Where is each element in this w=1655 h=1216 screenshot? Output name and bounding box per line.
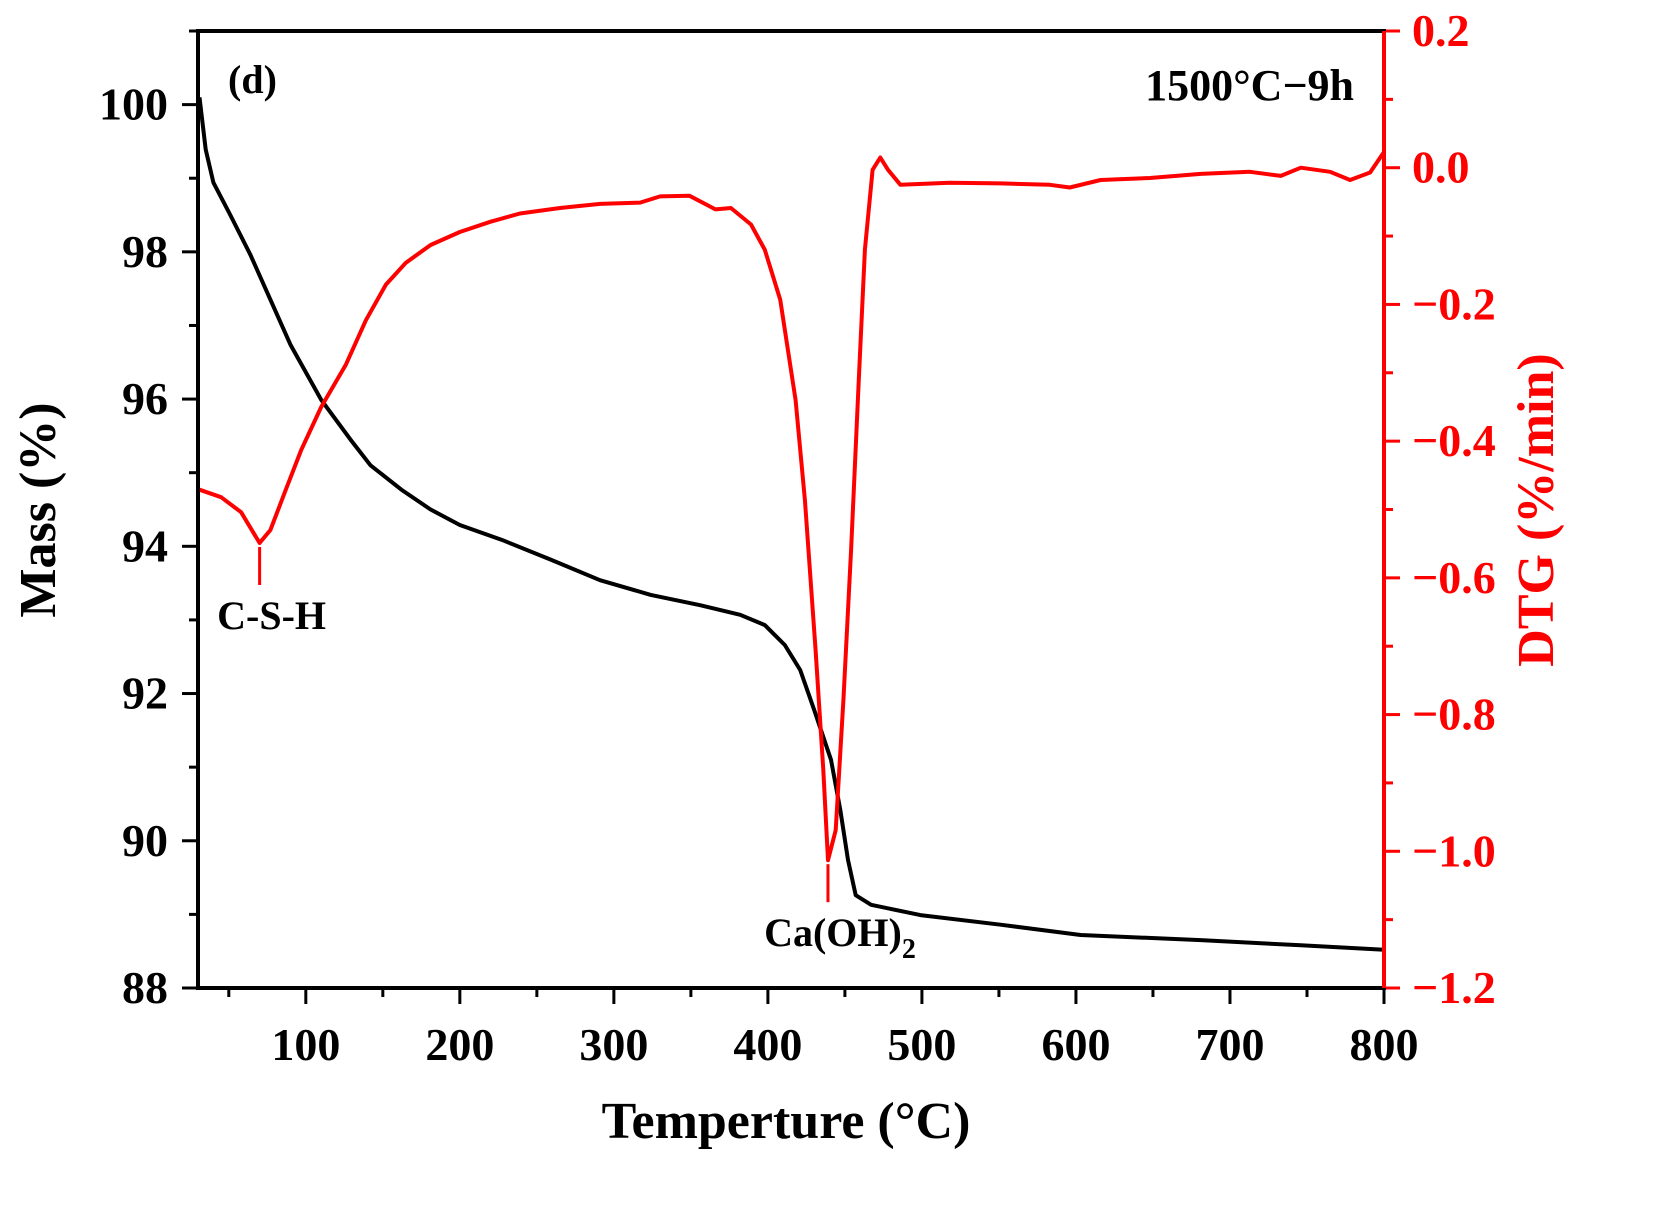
y-right-tick-label: −1.2 [1412,962,1496,1013]
annotation-text: C-S-H [217,593,326,638]
y-left-tick-label: 90 [122,815,168,866]
annotation-label: Ca(OH)2 [764,910,916,965]
y-left-tick-label: 96 [122,373,168,424]
annotation-label: C-S-H [217,593,326,638]
x-tick-label: 800 [1350,1019,1419,1070]
condition-label: 1500°C−9h [1145,61,1354,110]
y-axis-right-title: DTG (%/min) [1508,353,1565,666]
x-tick-label: 500 [887,1019,956,1070]
x-tick-label: 400 [733,1019,802,1070]
y-right-tick-label: −0.8 [1412,689,1496,740]
annotation-text: Ca(OH) [764,910,902,955]
y-right-tick-label: −0.6 [1412,552,1496,603]
x-tick-label: 100 [271,1019,340,1070]
y-right-tick-label: 0.0 [1412,142,1470,193]
annotation-subscript: 2 [902,934,916,965]
x-tick-label: 700 [1195,1019,1264,1070]
x-axis-title: Temperture (°C) [602,1093,971,1150]
y-axis-left-title: Mass (%) [10,402,67,617]
y-right-tick-label: −0.4 [1412,415,1496,466]
y-left-tick-label: 94 [122,520,168,571]
x-tick-label: 600 [1041,1019,1110,1070]
dtg-curve [198,150,1386,863]
y-right-tick-label: 0.2 [1412,5,1470,56]
x-tick-label: 200 [425,1019,494,1070]
y-left-tick-label: 100 [99,79,168,130]
y-left-tick-label: 98 [122,226,168,277]
y-right-tick-label: −1.0 [1412,825,1496,876]
y-right-tick-label: −0.2 [1412,278,1496,329]
y-left-tick-label: 92 [122,668,168,719]
x-tick-label: 300 [579,1019,648,1070]
y-left-tick-label: 88 [122,962,168,1013]
mass-curve [197,97,1385,952]
panel-label: (d) [228,57,277,102]
